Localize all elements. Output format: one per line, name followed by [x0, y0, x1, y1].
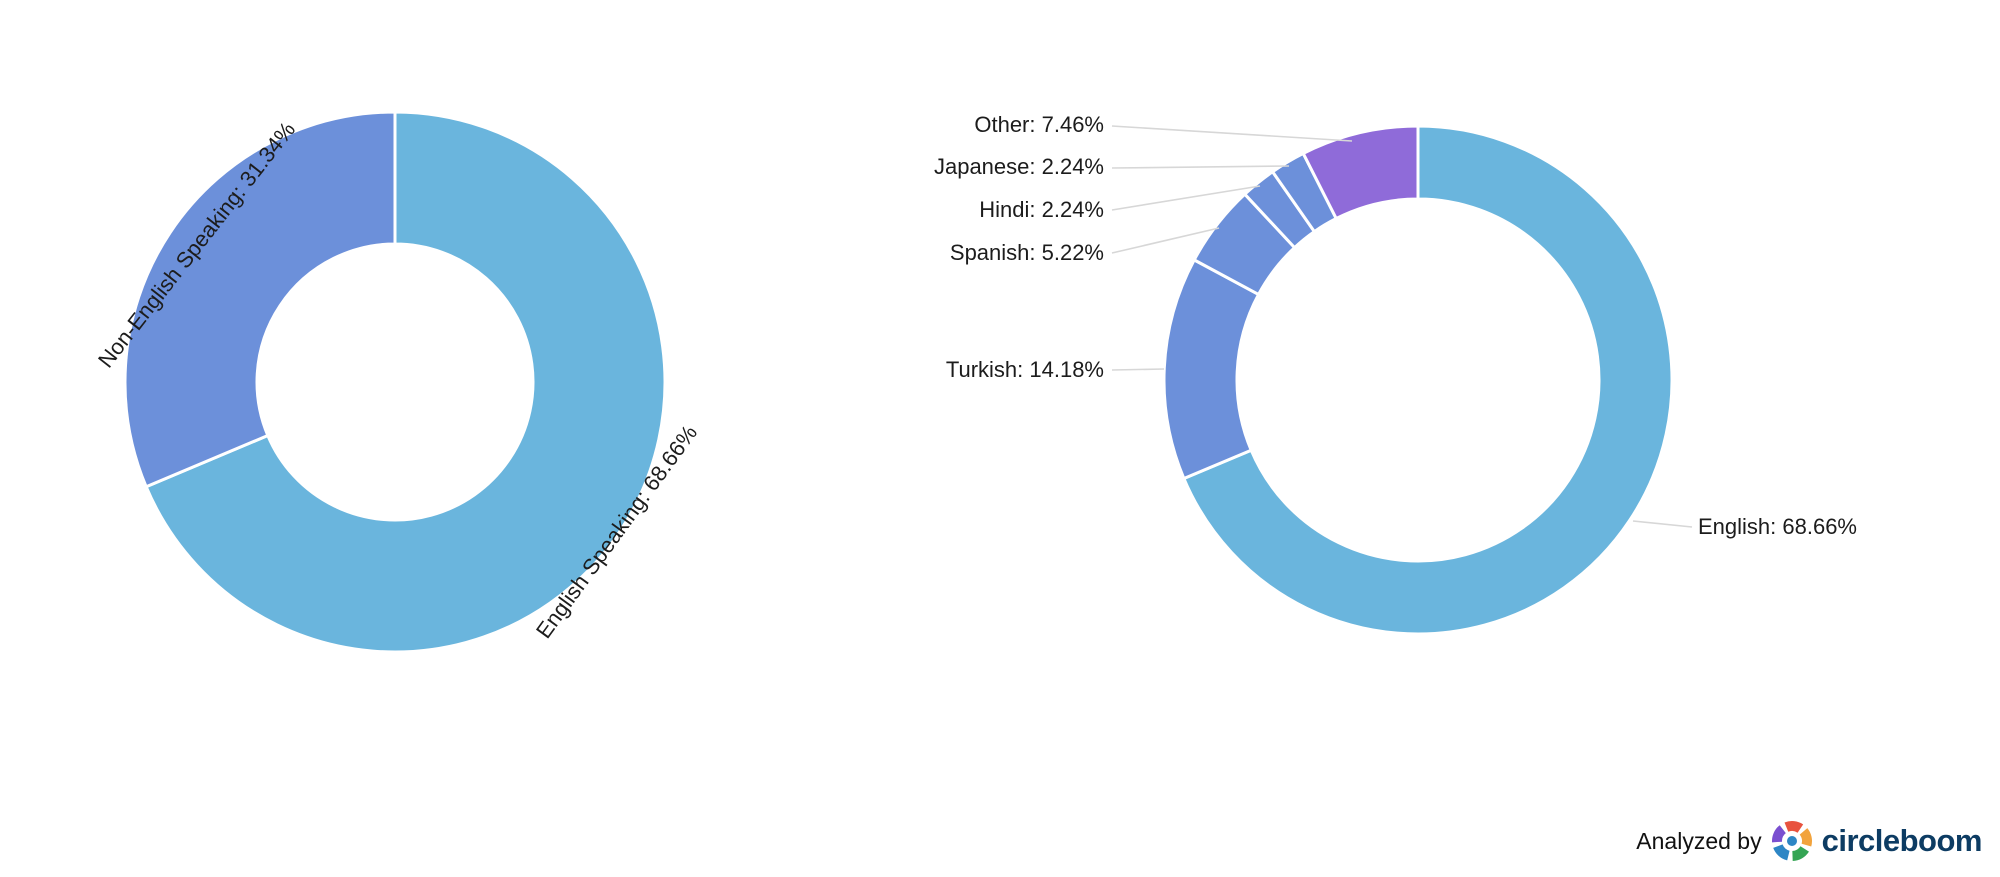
slice-label-hindi: Hindi: 2.24%	[979, 197, 1104, 222]
logo-segment	[1799, 828, 1812, 847]
footer-branding: Analyzed by circleboom	[1636, 820, 1983, 862]
circleboom-logo-icon	[1771, 821, 1812, 861]
analyzed-by-text: Analyzed by	[1636, 827, 1762, 854]
circleboom-wordmark: circleboom	[1821, 823, 1983, 858]
logo-segment	[1771, 825, 1786, 843]
leader-line-turkish	[1111, 368, 1165, 371]
slice-turkish[interactable]	[1162, 258, 1261, 481]
logo-segment	[1784, 821, 1803, 833]
logo-segment	[1772, 844, 1790, 861]
slice-label-other: Other: 7.46%	[974, 112, 1104, 137]
donut-chart-languages[interactable]	[1158, 120, 1678, 640]
slice-english[interactable]	[1182, 124, 1674, 636]
slice-label-turkish: Turkish: 14.18%	[945, 357, 1104, 382]
slice-english-speaking[interactable]	[144, 110, 667, 654]
slice-label-english: English: 68.66%	[1698, 514, 1857, 539]
slice-label-spanish: Spanish: 5.22%	[949, 240, 1104, 265]
slice-non-english-speaking[interactable]	[123, 110, 397, 489]
slice-label-japanese: Japanese: 2.24%	[933, 154, 1104, 179]
logo-segment	[1791, 846, 1809, 861]
donut-chart-english-vs-non-english[interactable]	[115, 102, 675, 662]
logo-center-dot	[1786, 836, 1797, 846]
